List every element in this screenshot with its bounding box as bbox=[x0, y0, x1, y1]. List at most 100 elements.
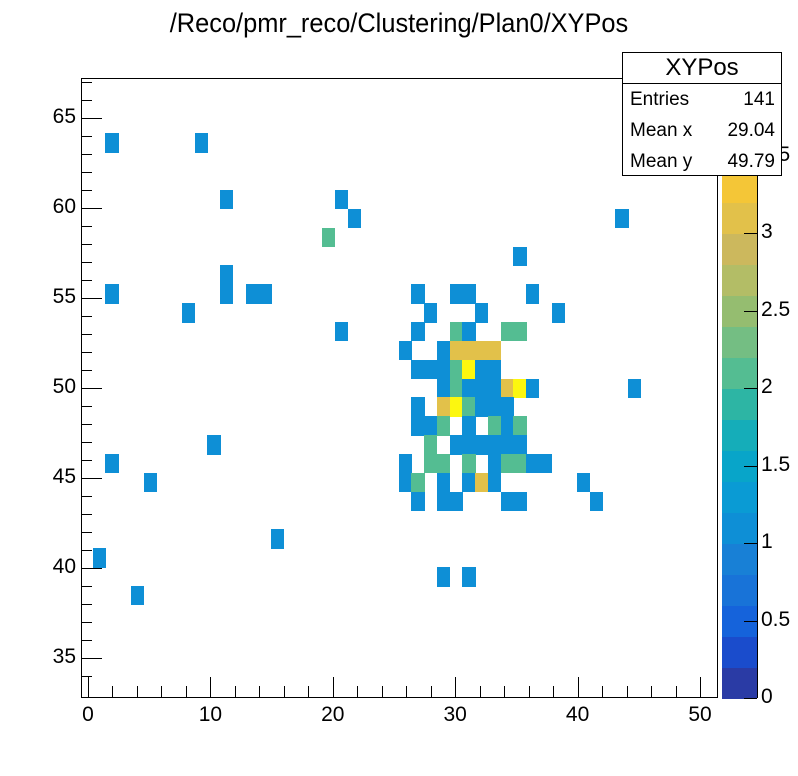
histogram-bin bbox=[449, 397, 463, 417]
y-tick bbox=[82, 172, 92, 173]
y-tick bbox=[82, 406, 92, 407]
x-tick bbox=[136, 686, 138, 697]
histogram-bin bbox=[220, 284, 234, 304]
histogram-bin bbox=[475, 359, 489, 380]
z-tick bbox=[744, 698, 757, 699]
histogram-bin bbox=[92, 548, 106, 568]
histogram-bin bbox=[462, 416, 476, 436]
y-tick bbox=[82, 100, 92, 101]
y-tick bbox=[82, 82, 92, 83]
x-tick-label: 20 bbox=[321, 703, 345, 726]
x-tick bbox=[651, 686, 653, 697]
histogram-bin bbox=[271, 529, 285, 549]
histogram-bin bbox=[487, 378, 502, 398]
palette-band bbox=[722, 233, 757, 265]
histogram-bin bbox=[513, 246, 527, 266]
histogram-bin bbox=[105, 133, 119, 153]
histogram-bin bbox=[449, 359, 463, 380]
y-tick bbox=[82, 658, 102, 659]
y-tick bbox=[82, 532, 92, 533]
x-tick-label: 10 bbox=[198, 703, 223, 726]
histogram-bin bbox=[194, 133, 208, 153]
y-tick bbox=[82, 226, 92, 227]
histogram-bin bbox=[411, 322, 425, 342]
palette-band bbox=[722, 264, 757, 296]
histogram-bin bbox=[245, 284, 259, 304]
histogram-bin bbox=[462, 454, 476, 474]
y-tick-label: 45 bbox=[52, 465, 76, 488]
y-tick bbox=[82, 118, 102, 119]
histogram-bin bbox=[105, 454, 119, 474]
y-tick bbox=[82, 136, 92, 137]
z-tick-label: 3 bbox=[761, 220, 773, 243]
stats-entries-label: Entries bbox=[630, 89, 690, 110]
histogram-bin bbox=[449, 435, 463, 455]
z-tick bbox=[744, 465, 757, 467]
y-tick bbox=[82, 676, 92, 677]
stats-box[interactable]: XYPos Entries 141 Mean x 29.04 Mean y 49… bbox=[622, 52, 782, 176]
y-tick-label: 65 bbox=[52, 105, 76, 128]
y-tick bbox=[82, 334, 92, 335]
palette-band bbox=[722, 481, 757, 513]
histogram-bin bbox=[143, 472, 157, 493]
histogram-bin bbox=[577, 472, 591, 493]
z-tick-label: 2.5 bbox=[761, 297, 791, 321]
histogram-bin bbox=[411, 472, 425, 493]
histogram-bin bbox=[628, 378, 642, 398]
histogram-bin bbox=[449, 340, 463, 361]
z-tick-label: 1.5 bbox=[761, 452, 791, 476]
palette-band bbox=[722, 171, 757, 203]
histogram-bin bbox=[500, 454, 514, 474]
x-tick bbox=[528, 686, 530, 697]
histogram-bin bbox=[424, 435, 438, 455]
histogram-bin bbox=[411, 397, 425, 417]
histogram-bin bbox=[436, 472, 451, 493]
stats-mean-y-label: Mean y bbox=[630, 151, 693, 172]
y-tick bbox=[82, 370, 92, 371]
histogram-bin bbox=[462, 397, 476, 417]
x-tick bbox=[381, 686, 383, 697]
histogram-bin bbox=[551, 303, 565, 323]
plot-area[interactable] bbox=[81, 78, 718, 698]
histogram-bin bbox=[500, 397, 514, 417]
z-tick bbox=[744, 620, 757, 622]
histogram-bin bbox=[411, 491, 425, 512]
x-tick-label: 30 bbox=[443, 703, 467, 726]
y-tick bbox=[82, 514, 92, 515]
palette-band bbox=[722, 512, 757, 544]
histogram-bin bbox=[411, 416, 425, 436]
y-tick bbox=[82, 316, 92, 317]
stats-mean-y-value: 49.79 bbox=[727, 151, 775, 172]
histogram-bin bbox=[475, 472, 489, 493]
histogram-bin bbox=[220, 265, 234, 285]
y-tick bbox=[82, 442, 92, 443]
x-tick bbox=[602, 686, 604, 697]
x-tick bbox=[626, 686, 628, 697]
palette-band bbox=[722, 667, 757, 699]
x-tick bbox=[88, 677, 89, 697]
x-tick bbox=[357, 686, 359, 697]
histogram-bin bbox=[436, 491, 451, 512]
x-tick bbox=[308, 686, 310, 697]
x-tick-label: 50 bbox=[688, 703, 712, 726]
y-tick bbox=[82, 208, 102, 209]
histogram-bin bbox=[462, 284, 476, 304]
z-tick bbox=[744, 310, 757, 312]
histogram-bin bbox=[347, 208, 361, 229]
palette-band bbox=[722, 388, 757, 420]
x-tick bbox=[675, 686, 677, 697]
histogram-bin bbox=[462, 567, 476, 587]
palette-band bbox=[722, 636, 757, 668]
chart-title: /Reco/pmr_reco/Clustering/Plan0/XYPos bbox=[169, 8, 629, 38]
x-tick-label: 40 bbox=[565, 703, 590, 726]
x-tick bbox=[161, 686, 163, 697]
histogram-bin bbox=[513, 322, 527, 342]
x-tick bbox=[332, 677, 334, 697]
histogram-bin bbox=[475, 378, 489, 398]
histogram-bin bbox=[258, 284, 272, 304]
y-tick bbox=[82, 640, 92, 641]
y-tick bbox=[82, 280, 92, 281]
x-tick bbox=[504, 686, 506, 697]
histogram-bin bbox=[589, 491, 604, 512]
histogram-bin bbox=[475, 303, 489, 323]
